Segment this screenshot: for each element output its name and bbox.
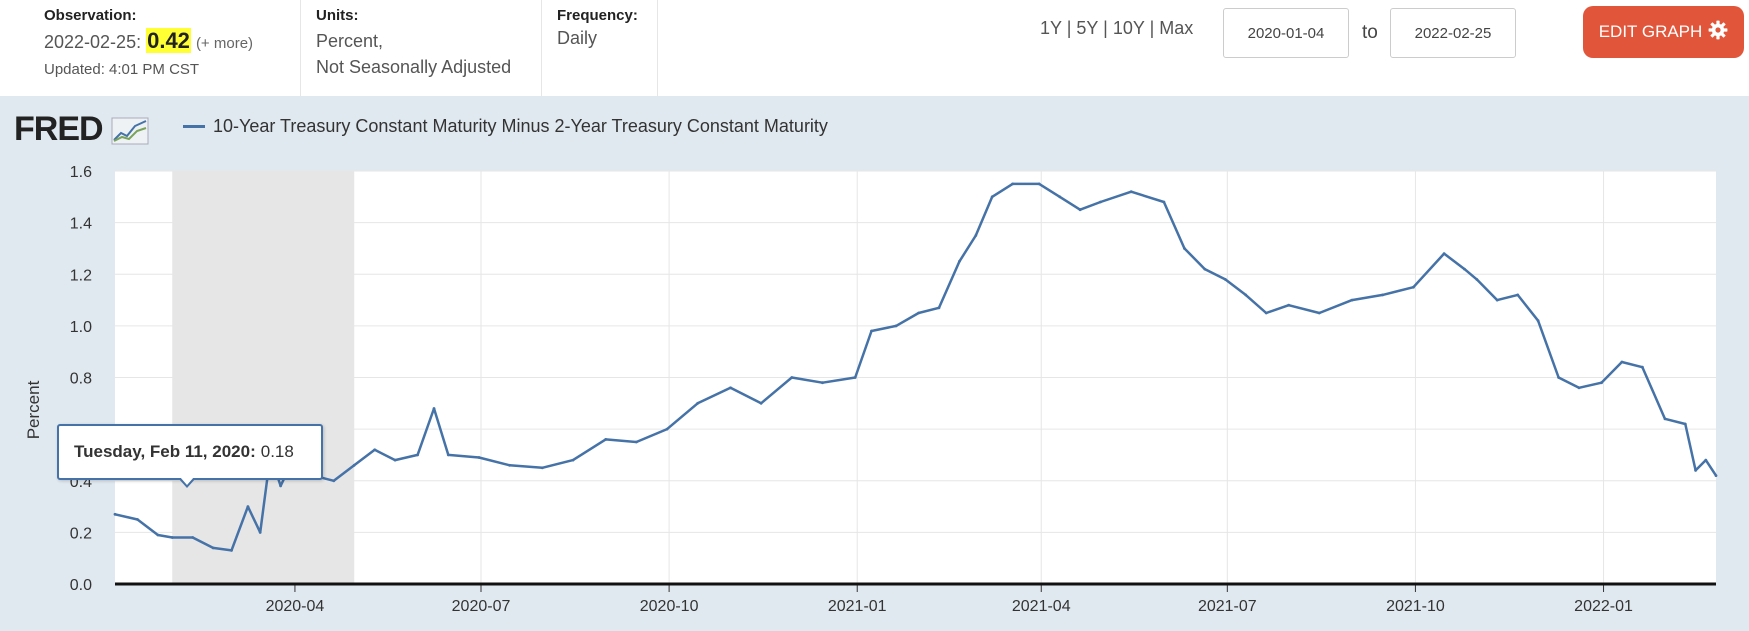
fred-logo: FRED	[14, 110, 149, 149]
tooltip-value: 0.18	[260, 442, 294, 461]
data-tooltip: Tuesday, Feb 11, 2020: 0.18	[57, 424, 323, 480]
units-line-2: Not Seasonally Adjusted	[316, 57, 512, 77]
observation-block: Observation: 2022-02-25: 0.42 (+ more) U…	[44, 0, 292, 96]
units-block: Units: Percent, Not Seasonally Adjusted	[300, 0, 541, 96]
tooltip-arrow-fill	[180, 477, 194, 485]
end-date-input[interactable]	[1390, 8, 1516, 58]
edit-graph-label: EDIT GRAPH	[1598, 22, 1703, 41]
gear-icon	[1708, 20, 1728, 45]
start-date-input[interactable]	[1223, 8, 1349, 58]
range-separator: |	[1103, 18, 1108, 38]
chart-legend[interactable]: 10-Year Treasury Constant Maturity Minus…	[183, 116, 828, 137]
legend-swatch	[183, 125, 205, 128]
range-max-link[interactable]: Max	[1159, 18, 1194, 38]
observation-more-link[interactable]: (+ more)	[195, 35, 254, 52]
tooltip-date: Tuesday, Feb 11, 2020:	[74, 442, 256, 461]
units-value: Percent, Not Seasonally Adjusted	[316, 28, 511, 80]
observation-label: Observation:	[44, 7, 137, 24]
chart-area: FRED 10-Year Treasury Constant Maturity …	[0, 96, 1749, 631]
observation-line: 2022-02-25: 0.42 (+ more)	[44, 28, 253, 54]
range-5y-link[interactable]: 5Y	[1076, 18, 1099, 38]
header: Observation: 2022-02-25: 0.42 (+ more) U…	[0, 0, 1749, 96]
frequency-block: Frequency: Daily	[541, 0, 658, 96]
range-10y-link[interactable]: 10Y	[1112, 18, 1145, 38]
frequency-value: Daily	[557, 28, 598, 48]
legend-label: 10-Year Treasury Constant Maturity Minus…	[213, 116, 828, 136]
edit-graph-button[interactable]: EDIT GRAPH	[1583, 6, 1744, 58]
units-line-1: Percent,	[316, 31, 384, 51]
observation-date: 2022-02-25:	[44, 32, 142, 52]
fred-chart-icon	[111, 117, 149, 145]
range-separator: |	[1149, 18, 1155, 38]
range-separator: |	[1066, 18, 1072, 38]
range-selector: 1Y | 5Y | 10Y | Max	[1040, 18, 1193, 39]
range-1y-link[interactable]: 1Y	[1040, 18, 1062, 38]
observation-value: 0.42	[146, 28, 191, 53]
updated-text: Updated: 4:01 PM CST	[44, 61, 200, 78]
date-to-label: to	[1362, 22, 1378, 43]
units-label: Units:	[316, 7, 359, 24]
fred-logo-text: FRED	[14, 110, 104, 148]
frequency-label: Frequency:	[557, 7, 638, 24]
